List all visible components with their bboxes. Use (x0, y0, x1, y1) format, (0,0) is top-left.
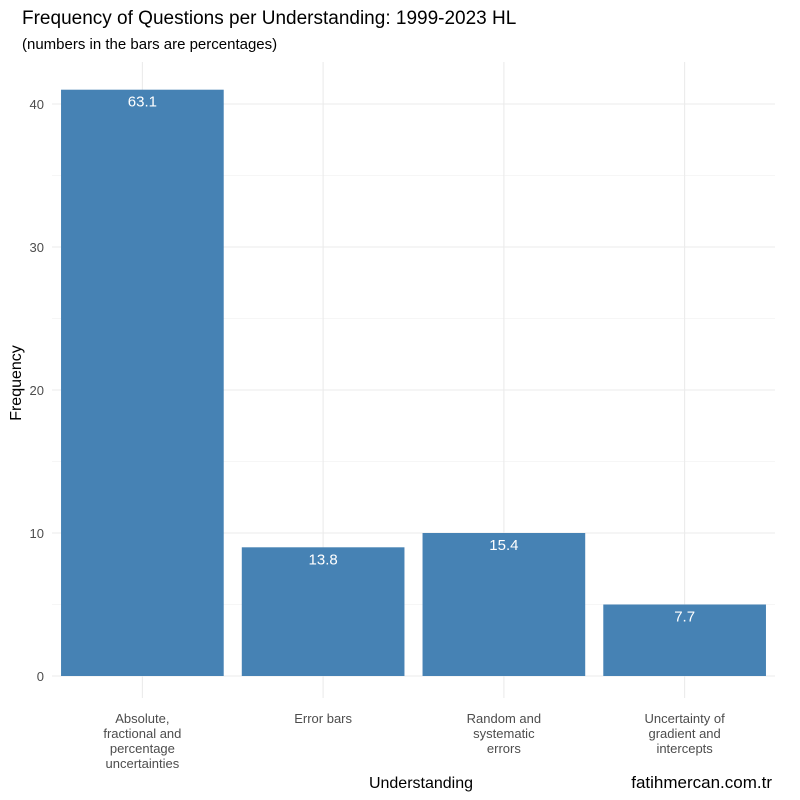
bar-label: 13.8 (309, 551, 338, 568)
bar (422, 533, 586, 676)
y-tick-label: 30 (30, 240, 44, 255)
y-axis-title: Frequency (8, 345, 25, 421)
x-axis-title: Understanding (369, 775, 473, 792)
y-tick-label: 10 (30, 526, 44, 541)
x-tick-label: Uncertainty of gradient and intercepts (645, 711, 726, 756)
chart-caption: fatihmercan.com.tr (631, 773, 772, 792)
y-tick-label: 40 (30, 97, 44, 112)
bar-label: 7.7 (674, 609, 695, 626)
x-tick-label: Random and systematic errors (467, 711, 541, 756)
x-tick-label: Error bars (294, 711, 352, 726)
bar-label: 15.4 (489, 537, 518, 554)
y-tick-label: 0 (37, 669, 44, 684)
bar (603, 604, 766, 676)
y-tick-label: 20 (30, 383, 44, 398)
bar-label: 63.1 (128, 94, 157, 111)
y-axis-ticks: 0 10 20 30 40 (30, 97, 44, 684)
bars (61, 89, 766, 676)
bar (241, 547, 405, 676)
x-axis-ticks: Absolute, fractional and percentage uncerta… (103, 711, 725, 771)
chart-title: Frequency of Questions per Understanding… (22, 8, 516, 29)
x-tick-label: Absolute, fractional and percentage uncerta… (103, 711, 181, 771)
bar-labels: 63.1 13.8 15.4 7.7 (128, 94, 695, 626)
chart-subtitle: (numbers in the bars are percentages) (22, 36, 277, 53)
bar (61, 89, 224, 676)
